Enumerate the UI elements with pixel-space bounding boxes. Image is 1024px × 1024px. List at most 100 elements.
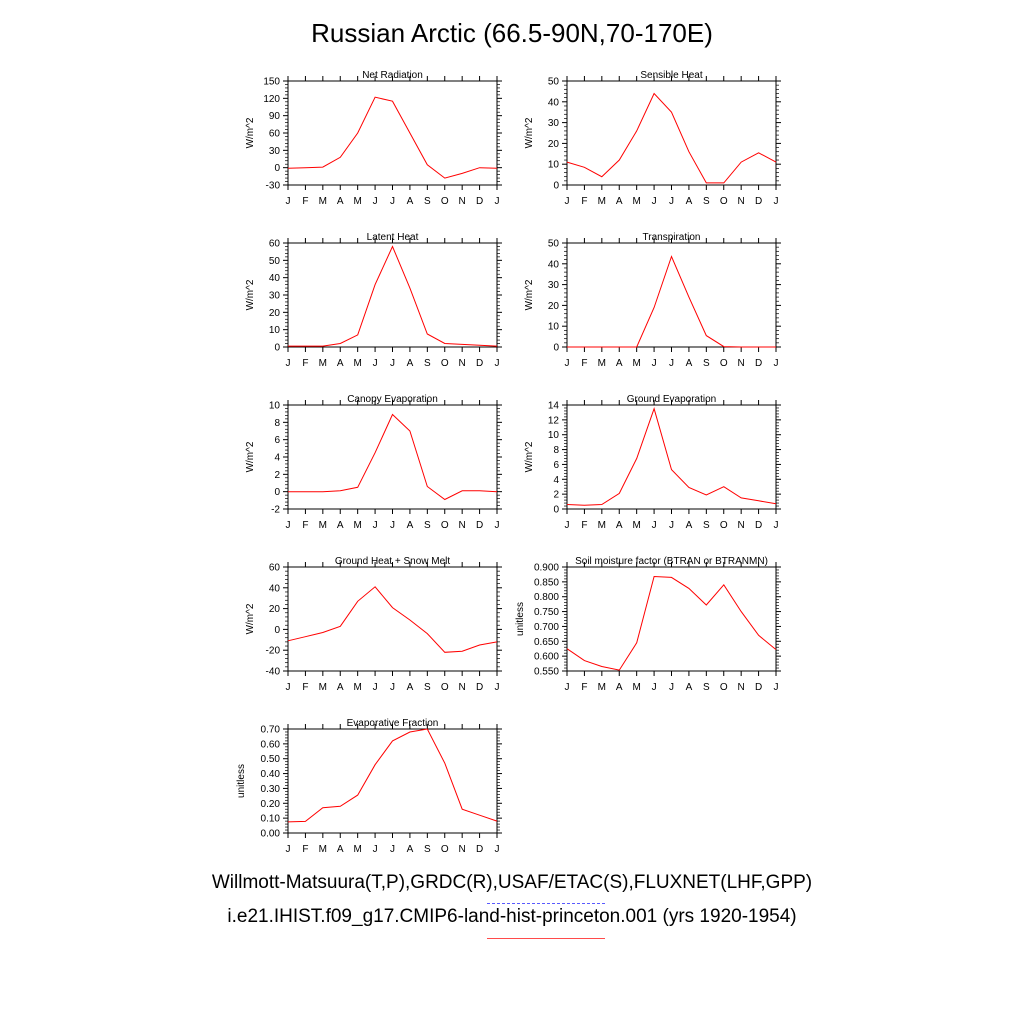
y-axis-label: W/m^2: [245, 603, 256, 634]
plot-frame: [287, 80, 498, 186]
x-tick-label: M: [319, 844, 327, 855]
x-tick-label: N: [459, 844, 466, 855]
plot-frame: [287, 404, 498, 510]
x-tick-label: J: [565, 196, 570, 207]
x-tick-label: A: [407, 682, 414, 693]
x-tick-label: S: [703, 196, 710, 207]
x-tick-label: A: [407, 196, 414, 207]
y-tick-label: 30: [269, 146, 281, 157]
y-tick-label: 2: [274, 470, 280, 481]
x-tick-label: N: [738, 682, 745, 693]
y-axis-label: W/m^2: [245, 117, 256, 148]
x-tick-label: J: [286, 196, 291, 207]
x-tick-label: A: [407, 520, 414, 531]
x-tick-label: O: [720, 358, 728, 369]
y-tick-label: 0: [274, 163, 280, 174]
y-tick-label: 50: [548, 77, 560, 88]
y-tick-label: 50: [269, 256, 281, 267]
x-tick-label: F: [302, 196, 308, 207]
x-tick-label: J: [565, 358, 570, 369]
y-tick-label: 40: [269, 273, 281, 284]
x-tick-label: S: [424, 682, 431, 693]
x-tick-label: S: [424, 358, 431, 369]
x-tick-label: O: [720, 196, 728, 207]
x-tick-label: S: [424, 844, 431, 855]
x-tick-label: J: [652, 682, 657, 693]
x-tick-label: A: [337, 682, 344, 693]
x-tick-label: A: [337, 520, 344, 531]
y-tick-label: 0: [553, 505, 559, 516]
y-axis-label: W/m^2: [524, 117, 535, 148]
x-tick-label: N: [738, 196, 745, 207]
x-tick-label: J: [390, 520, 395, 531]
x-tick-label: N: [459, 196, 466, 207]
x-tick-label: J: [652, 520, 657, 531]
x-tick-label: M: [353, 682, 361, 693]
y-tick-label: 50: [548, 239, 560, 250]
x-tick-label: M: [353, 196, 361, 207]
x-tick-label: F: [302, 844, 308, 855]
chart-title: Ground Evaporation: [627, 394, 717, 405]
series-line: [567, 255, 776, 348]
y-axis-label: W/m^2: [524, 441, 535, 472]
y-tick-label: 12: [548, 415, 560, 426]
y-tick-label: 10: [548, 322, 560, 333]
x-tick-label: S: [703, 682, 710, 693]
y-tick-label: 0.800: [534, 592, 559, 603]
y-tick-label: -30: [266, 181, 281, 192]
y-axis-label: W/m^2: [524, 279, 535, 310]
x-tick-label: F: [581, 520, 587, 531]
page-title: Russian Arctic (66.5-90N,70-170E): [311, 18, 713, 48]
x-tick-label: A: [337, 358, 344, 369]
x-tick-label: J: [652, 196, 657, 207]
y-tick-label: 30: [269, 291, 281, 302]
y-tick-label: 20: [548, 301, 560, 312]
y-tick-label: 0.40: [261, 769, 281, 780]
y-tick-label: 0: [274, 343, 280, 354]
x-tick-label: M: [319, 520, 327, 531]
x-tick-label: J: [669, 358, 674, 369]
y-tick-label: 60: [269, 563, 281, 574]
series-line: [288, 245, 498, 347]
x-tick-label: N: [738, 520, 745, 531]
x-tick-label: S: [424, 520, 431, 531]
x-tick-label: M: [632, 196, 640, 207]
x-tick-label: N: [459, 682, 466, 693]
y-tick-label: 0.10: [261, 814, 281, 825]
y-tick-label: 4: [553, 475, 559, 486]
chart-title: Transpiration: [643, 232, 701, 243]
x-tick-label: M: [353, 520, 361, 531]
y-tick-label: 0.600: [534, 652, 559, 663]
x-tick-label: J: [774, 682, 779, 693]
y-axis-label: unitless: [236, 764, 247, 798]
x-tick-label: M: [598, 358, 606, 369]
legend-line-case: [487, 938, 605, 939]
y-tick-label: 8: [553, 445, 559, 456]
x-tick-label: F: [302, 358, 308, 369]
y-tick-label: 40: [548, 259, 560, 270]
x-tick-label: J: [669, 196, 674, 207]
y-axis-label: W/m^2: [245, 441, 256, 472]
y-tick-label: 40: [269, 583, 281, 594]
plot-frame: [287, 566, 498, 672]
y-tick-label: 2: [553, 490, 559, 501]
plot-frame: [287, 242, 498, 348]
chart-panel-9: Evaporative Fraction unitless 0.00 0.10 0.20…: [236, 718, 502, 855]
y-tick-label: 60: [269, 129, 281, 140]
y-tick-label: 4: [274, 453, 280, 464]
y-axis-label: unitless: [515, 602, 526, 636]
x-tick-label: J: [390, 844, 395, 855]
x-tick-label: J: [373, 682, 378, 693]
x-tick-label: M: [632, 358, 640, 369]
x-tick-label: O: [441, 682, 449, 693]
x-tick-label: O: [441, 196, 449, 207]
series-line: [287, 96, 498, 179]
chart-title: Net Radiation: [362, 70, 423, 81]
x-tick-label: D: [755, 520, 762, 531]
x-tick-label: J: [495, 196, 500, 207]
plot-frame: [566, 404, 777, 510]
series-line: [287, 728, 498, 823]
x-tick-label: J: [774, 520, 779, 531]
